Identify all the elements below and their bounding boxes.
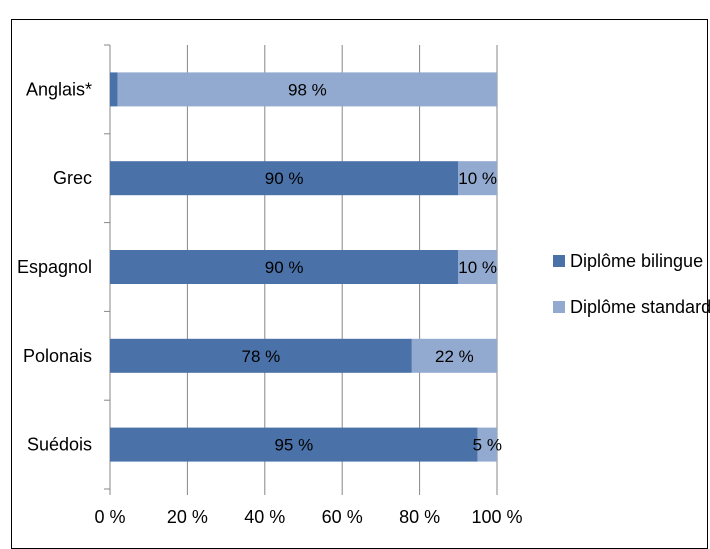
bar-bilingue (110, 427, 478, 462)
data-label: 10 % (458, 258, 497, 277)
category-label: Suédois (27, 435, 92, 455)
category-label: Anglais* (26, 79, 92, 99)
data-label: 10 % (458, 169, 497, 188)
bar-standard (458, 161, 497, 196)
data-label: 90 % (265, 169, 304, 188)
data-label: 78 % (242, 347, 281, 366)
legend-label: Diplôme bilingue (570, 251, 703, 271)
category-label: Polonais (23, 346, 92, 366)
legend-swatch (553, 301, 565, 313)
bar-bilingue (110, 161, 459, 196)
bar-standard (117, 72, 498, 107)
x-tick-label: 40 % (244, 507, 285, 527)
data-label: 95 % (274, 436, 313, 455)
x-tick-label: 60 % (322, 507, 363, 527)
stacked-bar-chart: Anglais* 98 % Grec 90 % 10 % Espagnol 90 % 10 %… (17, 44, 710, 527)
data-label: 98 % (288, 80, 327, 99)
legend-label: Diplôme standard (570, 297, 710, 317)
bar-bilingue (110, 338, 412, 373)
category-label: Grec (53, 168, 92, 188)
x-tick-label: 0 % (94, 507, 125, 527)
bar-standard (411, 338, 497, 373)
bar-bilingue (110, 250, 459, 284)
category-label: Espagnol (17, 257, 92, 277)
x-tick-label: 80 % (399, 507, 440, 527)
data-label: 5 % (473, 436, 502, 455)
bar-bilingue (110, 72, 118, 107)
data-label: 90 % (265, 258, 304, 277)
bar-standard (477, 427, 497, 462)
bar-standard (458, 250, 497, 284)
x-tick-label: 20 % (167, 507, 208, 527)
x-tick-label: 100 % (471, 507, 522, 527)
legend-swatch (553, 255, 565, 267)
data-label: 22 % (435, 347, 474, 366)
